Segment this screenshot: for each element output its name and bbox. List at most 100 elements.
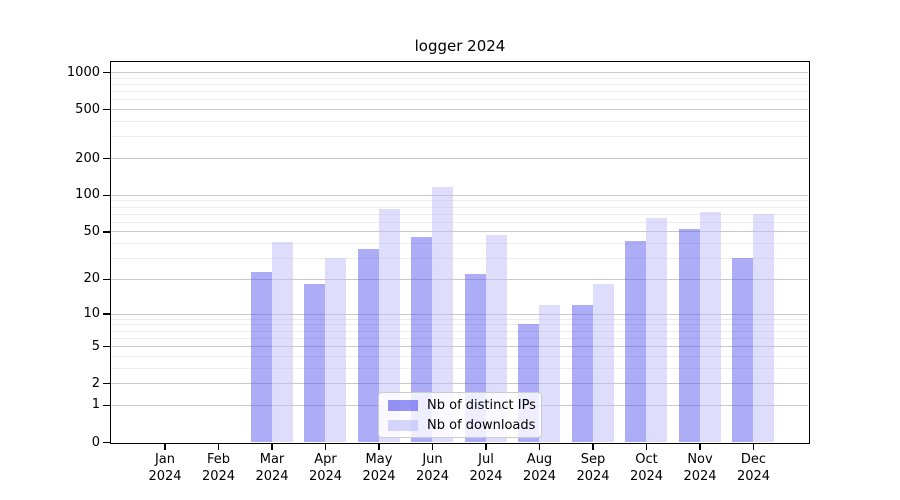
gridline-major — [111, 346, 808, 348]
bar-distinct-ips-dec — [732, 258, 753, 442]
bar-downloads-aug — [539, 304, 560, 442]
legend-item-distinct-ips: Nb of distinct IPs — [388, 398, 536, 413]
y-tick-label: 200 — [75, 150, 100, 166]
y-tick-mark — [103, 313, 110, 315]
bar-distinct-ips-nov — [678, 229, 700, 442]
y-tick-mark — [103, 441, 110, 444]
x-tick-label-oct: Oct 2024 — [629, 452, 664, 484]
bar-downloads-may — [378, 208, 400, 442]
y-tick-mark — [103, 71, 110, 74]
x-tick-mark — [431, 444, 434, 450]
x-tick-label-sep: Sep 2024 — [576, 452, 610, 484]
y-tick-label: 50 — [83, 223, 100, 239]
y-axis: 0 1 2 5 10 20 50 100 200 500 1000 — [0, 0, 100, 500]
gridline-minor — [111, 258, 808, 260]
gridline-minor — [111, 318, 808, 320]
y-tick-mark — [103, 108, 110, 111]
gridline-major — [111, 194, 808, 196]
x-tick-mark — [217, 444, 220, 450]
bar-downloads-jun — [432, 187, 453, 442]
gridline-minor — [111, 337, 808, 339]
y-tick-mark — [103, 278, 110, 281]
gridline-minor — [111, 121, 808, 123]
bar-distinct-ips-oct — [625, 240, 646, 442]
y-tick-mark — [103, 382, 110, 385]
gridline-minor — [111, 213, 808, 215]
x-tick-label-dec: Dec 2024 — [736, 452, 771, 484]
gridline-major — [111, 278, 808, 280]
x-tick-mark — [645, 444, 648, 450]
bar-downloads-oct — [646, 217, 667, 442]
y-tick-label: 0 — [91, 434, 100, 450]
gridline-minor — [111, 99, 808, 101]
bar-downloads-sep — [592, 284, 614, 442]
gridline-major — [111, 72, 808, 74]
bar-downloads-nov — [699, 212, 721, 442]
y-tick-label: 2 — [91, 375, 100, 391]
gridline-minor — [111, 324, 808, 326]
bar-distinct-ips-jun — [411, 236, 432, 442]
y-tick-mark — [103, 194, 110, 197]
legend-label-downloads: Nb of downloads — [427, 417, 536, 433]
gridline-major — [111, 158, 808, 160]
y-tick-label: 500 — [75, 101, 100, 117]
gridline-minor — [111, 77, 808, 79]
gridline-minor — [111, 83, 808, 85]
plot-inner — [111, 62, 808, 442]
x-tick-mark — [752, 444, 755, 450]
bar-distinct-ips-apr — [304, 284, 325, 442]
chart-title: logger 2024 — [414, 37, 506, 55]
x-tick-label-jul: Jul 2024 — [469, 452, 503, 484]
gridline-major — [111, 313, 808, 315]
x-tick-label-aug: Aug 2024 — [522, 452, 557, 484]
x-tick-label-may: May 2024 — [362, 452, 396, 484]
bar-distinct-ips-may — [357, 248, 379, 442]
x-tick-label-jan: Jan 2024 — [148, 452, 182, 484]
gridline-major — [111, 383, 808, 385]
gridline-minor — [111, 200, 808, 202]
x-tick-label-apr: Apr 2024 — [308, 452, 343, 484]
gridline-minor — [111, 330, 808, 332]
gridline-minor — [111, 91, 808, 93]
gridline-minor — [111, 136, 808, 138]
x-tick-label-mar: Mar 2024 — [255, 452, 289, 484]
x-tick-mark — [699, 444, 701, 450]
bar-downloads-jul — [485, 234, 507, 442]
y-tick-label: 5 — [91, 338, 100, 354]
legend-label-distinct-ips: Nb of distinct IPs — [427, 397, 536, 413]
y-tick-label: 20 — [83, 271, 100, 287]
legend-item-downloads: Nb of downloads — [388, 417, 536, 433]
gridline-minor — [111, 206, 808, 208]
x-tick-mark — [271, 444, 273, 450]
y-tick-label: 10 — [83, 306, 100, 322]
bar-distinct-ips-mar — [250, 271, 272, 442]
gridline-minor — [111, 243, 808, 245]
gridline-minor — [111, 367, 808, 369]
bar-downloads-mar — [271, 241, 293, 442]
y-tick-label: 1000 — [66, 64, 100, 80]
x-tick-label-jun: Jun 2024 — [415, 452, 450, 484]
x-tick-mark — [378, 444, 380, 450]
y-tick-mark — [103, 345, 110, 348]
gridline-major — [111, 231, 808, 233]
x-tick-mark — [164, 444, 166, 450]
y-tick-label: 100 — [75, 187, 100, 203]
gridline-major — [111, 109, 808, 111]
y-tick-mark — [103, 231, 110, 233]
x-tick-mark — [538, 444, 541, 450]
bar-distinct-ips-sep — [571, 304, 593, 442]
x-tick-label-nov: Nov 2024 — [683, 452, 717, 484]
y-tick-label: 1 — [91, 397, 100, 413]
gridline-minor — [111, 355, 808, 357]
x-tick-mark — [592, 444, 594, 450]
legend-swatch-downloads — [388, 419, 418, 431]
y-tick-mark — [103, 404, 110, 407]
x-tick-label-feb: Feb 2024 — [201, 452, 236, 484]
gridline-minor — [111, 221, 808, 223]
plot-area — [110, 61, 810, 444]
x-tick-mark — [485, 444, 487, 450]
bar-downloads-dec — [753, 213, 774, 442]
legend-swatch-distinct-ips — [388, 399, 418, 411]
y-tick-mark — [103, 157, 110, 160]
